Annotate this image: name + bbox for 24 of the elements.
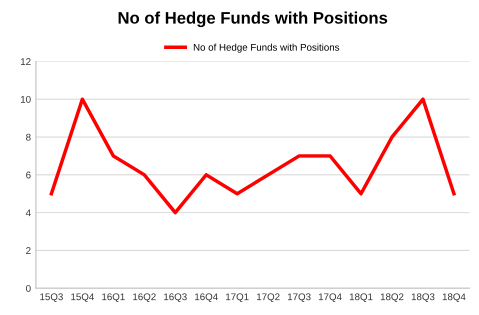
x-tick-label: 16Q4 (195, 293, 218, 302)
x-tick-label: 17Q4 (318, 293, 342, 302)
y-tick-label: 0 (26, 284, 31, 292)
x-tick-label: 18Q3 (412, 293, 434, 302)
x-tick-label: 17Q3 (288, 293, 311, 302)
y-tick-label: 4 (26, 209, 31, 216)
x-tick-label: 16Q1 (102, 293, 125, 302)
x-tick-label: 18Q4 (442, 293, 466, 302)
y-tick-label: 10 (20, 96, 31, 103)
y-tick-label: 8 (26, 134, 31, 141)
chart-title: No of Hedge Funds with Positions (118, 12, 388, 28)
x-tick-label: 18Q1 (350, 293, 372, 302)
line-series (50, 97, 456, 214)
x-tick-label: 16Q2 (133, 293, 156, 302)
y-tick-label: 12 (20, 58, 31, 65)
legend-label: No of Hedge Funds with Positions (194, 44, 340, 53)
x-tick-label: 17Q2 (257, 293, 280, 302)
y-tick-label: 6 (26, 172, 31, 178)
x-tick-label: 15Q4 (71, 293, 94, 302)
x-tick-label: 18Q2 (380, 293, 404, 302)
x-tick-label: 17Q1 (226, 293, 249, 302)
x-tick-label: 15Q3 (40, 293, 63, 302)
y-tick-label: 2 (26, 247, 31, 254)
x-tick-label: 16Q3 (164, 293, 187, 302)
